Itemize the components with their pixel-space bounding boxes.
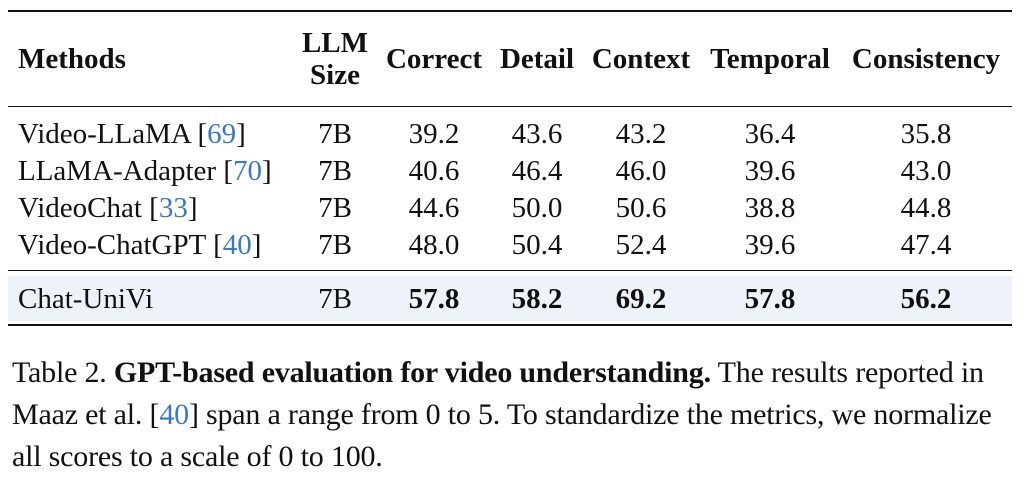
top-rule — [8, 10, 1012, 12]
method-name: VideoChat — [18, 192, 142, 224]
separator-rule — [8, 270, 1012, 271]
citation-link[interactable]: 33 — [158, 192, 188, 224]
temporal-cell: 38.8 — [744, 192, 796, 224]
method-cell: Chat-UniVi — [18, 283, 154, 315]
method-name: Video-LLaMA — [18, 118, 191, 150]
bottom-rule — [8, 324, 1012, 326]
caption-label: Table 2. — [12, 356, 107, 389]
size-cell: 7B — [318, 283, 352, 315]
detail-cell: 58.2 — [511, 283, 563, 315]
temporal-cell: 57.8 — [744, 283, 796, 315]
header-llm-size-line2: Size — [310, 59, 360, 91]
context-cell: 43.2 — [615, 118, 667, 150]
header-temporal: Temporal — [710, 43, 830, 75]
method-cell: Video-ChatGPT [40] — [18, 229, 262, 261]
citation-link[interactable]: 40 — [222, 229, 252, 261]
temporal-cell: 39.6 — [744, 155, 796, 187]
header-rule — [8, 106, 1012, 107]
detail-cell: 46.4 — [511, 155, 563, 187]
detail-cell: 43.6 — [511, 118, 563, 150]
correct-cell: 44.6 — [408, 192, 460, 224]
header-methods: Methods — [18, 43, 126, 75]
context-cell: 46.0 — [615, 155, 667, 187]
correct-cell: 39.2 — [408, 118, 460, 150]
consistency-cell: 35.8 — [900, 118, 952, 150]
caption-text-rest: span a range from 0 to 5. To standardize… — [12, 398, 992, 473]
consistency-cell: 56.2 — [900, 283, 952, 315]
table-caption: Table 2. GPT-based evaluation for video … — [12, 356, 992, 473]
detail-cell: 50.4 — [511, 229, 563, 261]
temporal-cell: 36.4 — [744, 118, 796, 150]
correct-cell: 40.6 — [408, 155, 460, 187]
header-context: Context — [591, 43, 691, 75]
context-cell: 50.6 — [615, 192, 667, 224]
context-cell: 69.2 — [615, 283, 667, 315]
correct-cell: 48.0 — [408, 229, 460, 261]
caption-title: GPT-based evaluation for video understan… — [113, 356, 711, 389]
citation-link[interactable]: 69 — [207, 118, 237, 150]
caption-citation-link[interactable]: 40 — [159, 398, 189, 431]
method-name: Video-ChatGPT — [18, 229, 206, 261]
citation-link[interactable]: 70 — [233, 155, 263, 187]
header-consistency: Consistency — [851, 43, 1001, 75]
method-cell: Video-LLaMA [69] — [18, 118, 246, 150]
method-cell: LLaMA-Adapter [70] — [18, 155, 272, 187]
header-detail: Detail — [499, 43, 575, 75]
consistency-cell: 44.8 — [900, 192, 952, 224]
consistency-cell: 47.4 — [900, 229, 952, 261]
size-cell: 7B — [318, 229, 352, 261]
consistency-cell: 43.0 — [900, 155, 952, 187]
size-cell: 7B — [318, 192, 352, 224]
size-cell: 7B — [318, 118, 352, 150]
detail-cell: 50.0 — [511, 192, 563, 224]
caption-text: The results reported in Maaz et al. — [12, 356, 984, 431]
context-cell: 52.4 — [615, 229, 667, 261]
method-name: LLaMA-Adapter — [18, 155, 217, 187]
size-cell: 7B — [318, 155, 352, 187]
highlight-row-background — [8, 276, 1012, 321]
temporal-cell: 39.6 — [744, 229, 796, 261]
header-correct: Correct — [385, 43, 483, 75]
header-llm-size-line1: LLM — [301, 27, 369, 59]
correct-cell: 57.8 — [408, 283, 460, 315]
method-cell: VideoChat [33] — [18, 192, 198, 224]
